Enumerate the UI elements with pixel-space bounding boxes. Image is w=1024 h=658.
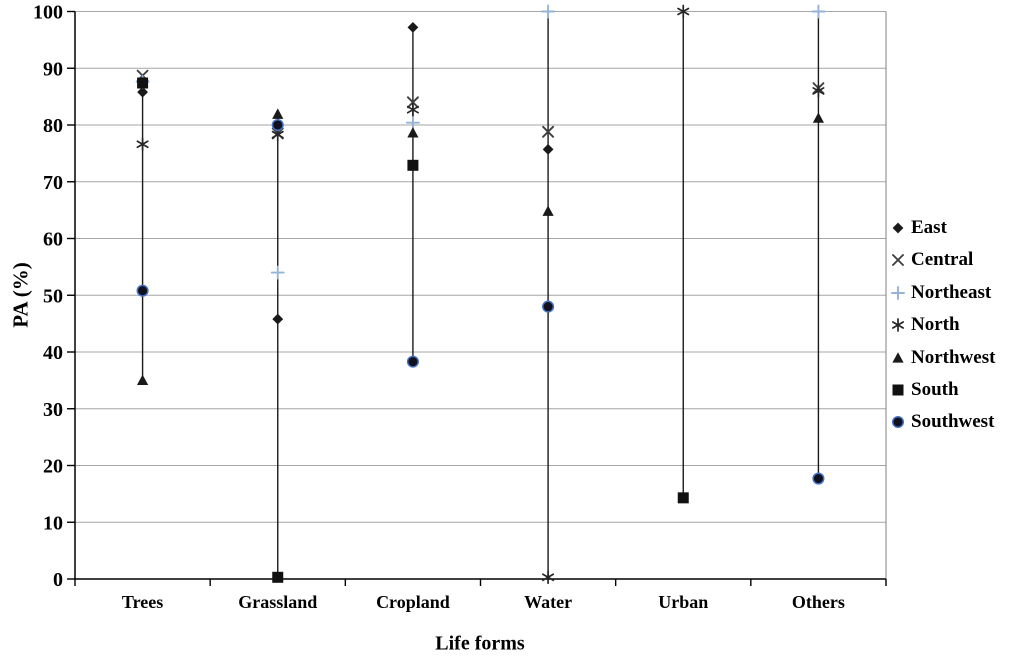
x-category-label: Trees bbox=[122, 592, 163, 612]
triangle-icon bbox=[892, 351, 904, 363]
x-icon bbox=[892, 254, 904, 267]
circle-marker bbox=[542, 300, 555, 313]
x-category-label: Grassland bbox=[238, 592, 317, 612]
square-marker bbox=[272, 571, 284, 583]
asterisk-marker bbox=[812, 84, 825, 98]
y-tick-label: 80 bbox=[43, 115, 63, 137]
diamond-marker bbox=[137, 86, 148, 98]
plus-marker bbox=[811, 4, 826, 19]
triangle-marker bbox=[542, 205, 554, 216]
y-tick-label: 90 bbox=[43, 58, 63, 80]
diamond-icon bbox=[892, 222, 904, 234]
circle-marker bbox=[812, 472, 825, 485]
circle-marker bbox=[136, 284, 149, 297]
x-category-label: Cropland bbox=[376, 592, 450, 612]
legend-label: Northwest bbox=[911, 346, 996, 368]
square-marker bbox=[892, 384, 904, 396]
y-tick-label: 40 bbox=[43, 342, 63, 364]
y-tick-label: 10 bbox=[43, 512, 63, 534]
triangle-marker bbox=[892, 351, 904, 363]
x-axis-title: Life forms bbox=[435, 632, 525, 655]
plus-icon bbox=[891, 285, 905, 300]
diamond-marker bbox=[272, 313, 284, 325]
asterisk-marker bbox=[677, 4, 690, 19]
triangle-marker bbox=[272, 108, 284, 119]
plus-marker bbox=[270, 265, 285, 280]
y-tick-label: 60 bbox=[43, 229, 63, 251]
circle-marker bbox=[406, 355, 419, 368]
square-marker bbox=[677, 492, 689, 504]
x-marker bbox=[892, 254, 904, 267]
square-marker bbox=[137, 77, 149, 89]
triangle-marker bbox=[812, 112, 825, 123]
legend-item-south: South bbox=[888, 374, 959, 406]
legend-item-northeast: Northeast bbox=[888, 277, 991, 309]
asterisk-icon bbox=[891, 318, 905, 333]
triangle-marker bbox=[136, 374, 149, 385]
legend-item-northwest: Northwest bbox=[888, 342, 995, 374]
legend-label: North bbox=[911, 314, 960, 336]
legend-label: Central bbox=[911, 249, 974, 271]
legend-label: Northeast bbox=[911, 281, 992, 303]
legend-item-central: Central bbox=[888, 244, 973, 276]
x-category-label: Water bbox=[524, 592, 572, 612]
y-tick-label: 0 bbox=[53, 569, 63, 591]
y-axis-title: PA (%) bbox=[8, 262, 33, 328]
legend-label: Southwest bbox=[911, 411, 995, 433]
legend-item-east: East bbox=[888, 212, 947, 244]
asterisk-marker bbox=[542, 570, 555, 585]
y-tick-label: 30 bbox=[43, 399, 63, 421]
y-tick-label: 100 bbox=[33, 2, 63, 24]
circle-marker bbox=[891, 416, 905, 429]
y-tick-label: 50 bbox=[43, 285, 63, 307]
y-tick-label: 20 bbox=[43, 456, 63, 478]
x-category-label: Others bbox=[792, 592, 845, 612]
square-icon bbox=[892, 384, 904, 396]
triangle-marker bbox=[407, 127, 419, 138]
diamond-marker bbox=[542, 144, 554, 155]
x-category-label: Urban bbox=[658, 592, 708, 612]
asterisk-marker bbox=[891, 318, 905, 333]
legend-label: East bbox=[911, 217, 947, 238]
circle-marker bbox=[271, 118, 284, 132]
legend-item-north: North bbox=[888, 309, 960, 341]
diamond-marker bbox=[407, 21, 419, 33]
plus-marker bbox=[891, 285, 905, 300]
y-tick-label: 70 bbox=[43, 172, 63, 194]
square-marker bbox=[407, 159, 419, 171]
plus-marker bbox=[541, 4, 556, 19]
x-marker bbox=[542, 125, 555, 138]
x-marker bbox=[406, 96, 419, 109]
legend-label: South bbox=[911, 379, 959, 400]
legend-item-southwest: Southwest bbox=[888, 406, 994, 438]
asterisk-marker bbox=[136, 137, 149, 152]
circle-icon bbox=[891, 416, 905, 429]
plus-marker bbox=[405, 115, 420, 130]
asterisk-marker bbox=[406, 102, 419, 117]
diamond-marker bbox=[892, 222, 904, 234]
